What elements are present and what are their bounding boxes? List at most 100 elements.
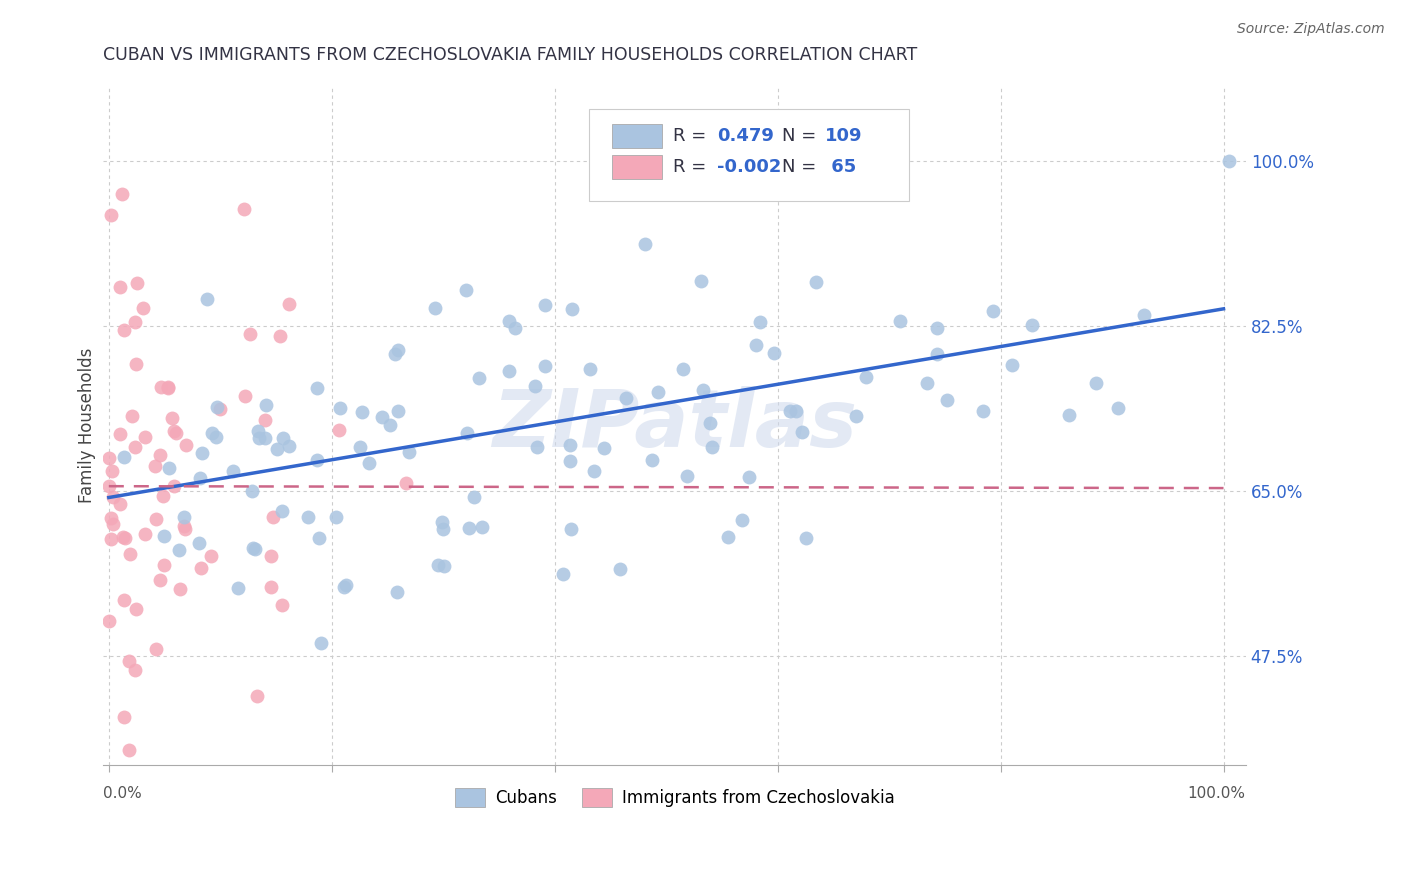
Point [242, 541, 264, 555]
Text: Source: ZipAtlas.com: Source: ZipAtlas.com [1237, 22, 1385, 37]
Point [349, 441, 371, 455]
Point [335, 577, 357, 591]
Point [195, 292, 218, 306]
Point [118, 547, 141, 561]
Point [112, 530, 135, 544]
Point [278, 297, 301, 311]
Point [561, 301, 583, 316]
Point [167, 542, 190, 557]
Point [143, 459, 166, 474]
Point [169, 582, 191, 597]
Point [191, 445, 214, 459]
Point [378, 418, 401, 433]
Point [526, 441, 548, 455]
Point [270, 504, 292, 518]
Point [1133, 308, 1156, 322]
Point [325, 510, 347, 524]
Point [785, 403, 807, 417]
Point [633, 236, 655, 251]
Point [1218, 153, 1240, 168]
Point [1107, 401, 1129, 415]
Point [423, 301, 446, 315]
Point [432, 522, 454, 536]
Point [395, 475, 418, 490]
Point [145, 642, 167, 657]
Point [108, 427, 131, 442]
Point [983, 304, 1005, 318]
Point [247, 431, 270, 445]
Point [246, 689, 269, 703]
Point [98, 614, 121, 628]
Point [100, 532, 122, 546]
Point [305, 381, 328, 395]
Point [163, 425, 186, 439]
Point [222, 464, 245, 478]
Point [187, 536, 209, 550]
Point [118, 743, 141, 757]
Point [350, 405, 373, 419]
Point [329, 401, 352, 416]
Point [110, 497, 132, 511]
Point [614, 392, 637, 406]
Point [560, 523, 582, 537]
Point [700, 440, 723, 454]
FancyBboxPatch shape [589, 109, 908, 201]
Point [309, 636, 332, 650]
Point [609, 562, 631, 576]
Point [145, 512, 167, 526]
Point [114, 532, 136, 546]
Point [163, 479, 186, 493]
Point [433, 559, 456, 574]
Point [855, 369, 877, 384]
Point [503, 321, 526, 335]
Point [205, 400, 228, 414]
Point [97, 479, 120, 493]
Point [745, 338, 768, 352]
Point [426, 558, 449, 572]
Point [936, 392, 959, 407]
Point [121, 409, 143, 423]
Point [200, 549, 222, 564]
Point [233, 389, 256, 403]
Point [763, 346, 786, 360]
Text: CUBAN VS IMMIGRANTS FROM CZECHOSLOVAKIA FAMILY HOUSEHOLDS CORRELATION CHART: CUBAN VS IMMIGRANTS FROM CZECHOSLOVAKIA … [103, 46, 918, 64]
Text: R =: R = [673, 128, 713, 145]
Point [534, 298, 557, 312]
Point [124, 315, 146, 329]
Point [131, 301, 153, 316]
Point [101, 516, 124, 531]
Point [790, 425, 813, 439]
Point [551, 566, 574, 581]
Point [269, 328, 291, 343]
Point [201, 425, 224, 440]
Point [297, 509, 319, 524]
Point [432, 515, 454, 529]
Point [690, 274, 713, 288]
Point [101, 464, 124, 478]
Point [1001, 358, 1024, 372]
Text: N =: N = [782, 158, 823, 176]
Point [779, 403, 801, 417]
FancyBboxPatch shape [612, 154, 662, 179]
Point [925, 346, 948, 360]
Point [98, 451, 121, 466]
Point [463, 490, 485, 504]
Point [692, 383, 714, 397]
Point [134, 526, 156, 541]
Point [160, 411, 183, 425]
Point [456, 426, 478, 441]
Point [204, 430, 226, 444]
Point [149, 573, 172, 587]
Point [188, 471, 211, 485]
Point [243, 542, 266, 557]
Point [471, 520, 494, 534]
Point [676, 468, 699, 483]
Point [770, 145, 793, 159]
Point [125, 357, 148, 371]
Point [307, 452, 329, 467]
FancyBboxPatch shape [612, 124, 662, 148]
Point [152, 489, 174, 503]
Y-axis label: Family Households: Family Households [79, 347, 96, 502]
Point [262, 510, 284, 524]
Point [254, 431, 277, 445]
